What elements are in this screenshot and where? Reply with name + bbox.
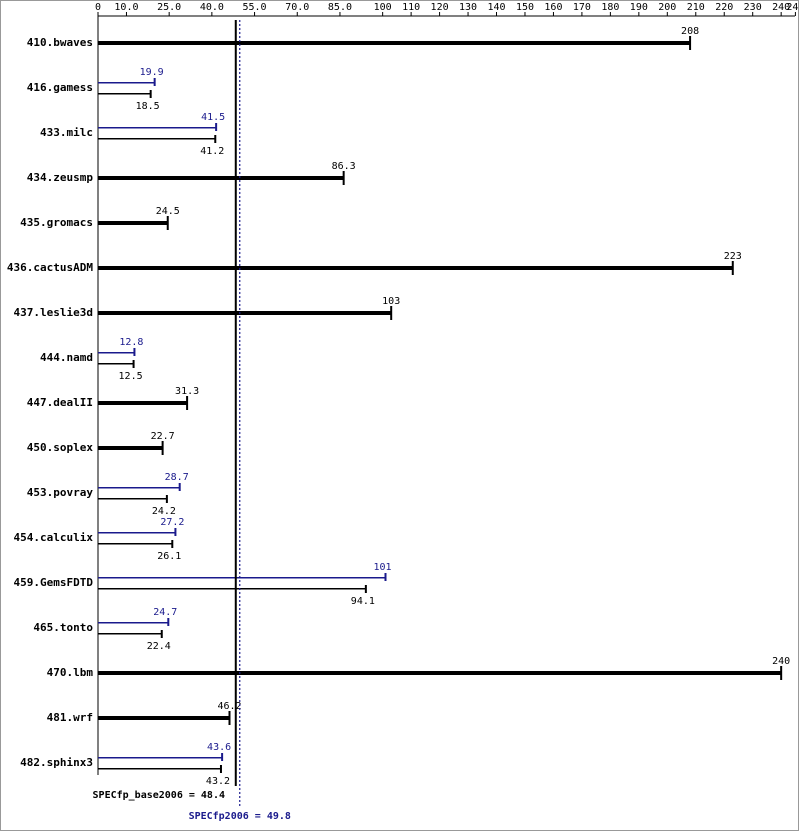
value-label: 41.2 — [200, 146, 224, 157]
value-label: 22.7 — [151, 431, 175, 442]
value-label: 31.3 — [175, 386, 199, 397]
peak-bar — [98, 757, 223, 759]
value-label: 24.5 — [156, 206, 180, 217]
reference-label: SPECfp_base2006 = 48.4 — [93, 790, 225, 801]
value-label: 41.5 — [201, 112, 225, 123]
bar — [98, 716, 230, 720]
category-label: 465.tonto — [33, 621, 93, 634]
x-tick-label: 10.0 — [114, 2, 138, 13]
base-bar — [98, 138, 216, 140]
category-label: 434.zeusmp — [27, 171, 94, 184]
x-tick-label: 70.0 — [285, 2, 309, 13]
category-label: 459.GemsFDTD — [14, 576, 94, 589]
x-tick-label: 140 — [487, 2, 505, 13]
x-tick-label: 200 — [658, 2, 676, 13]
value-label: 19.9 — [140, 67, 164, 78]
value-label: 12.8 — [119, 337, 143, 348]
category-label: 436.cactusADM — [7, 261, 93, 274]
value-label: 208 — [681, 26, 699, 37]
x-tick-label: 110 — [402, 2, 420, 13]
value-label: 240 — [772, 656, 790, 667]
base-bar — [98, 93, 151, 95]
bar — [98, 221, 168, 225]
value-label: 18.5 — [136, 101, 160, 112]
category-label: 416.gamess — [27, 81, 93, 94]
value-label: 12.5 — [119, 371, 143, 382]
category-label: 470.lbm — [47, 666, 94, 679]
x-tick-label: 100 — [374, 2, 392, 13]
category-label: 482.sphinx3 — [20, 756, 93, 769]
bar — [98, 311, 392, 315]
value-label: 101 — [373, 562, 391, 573]
value-label: 223 — [724, 251, 742, 262]
x-tick-label: 245 — [786, 2, 799, 13]
x-tick-label: 210 — [687, 2, 705, 13]
peak-bar — [98, 487, 180, 489]
x-tick-label: 85.0 — [328, 2, 352, 13]
category-label: 435.gromacs — [20, 216, 93, 229]
value-label: 24.2 — [152, 506, 176, 517]
value-label: 27.2 — [160, 517, 184, 528]
x-tick-label: 230 — [744, 2, 762, 13]
value-label: 24.7 — [153, 607, 177, 618]
x-tick-label: 190 — [630, 2, 648, 13]
category-label: 410.bwaves — [27, 36, 93, 49]
peak-bar — [98, 622, 169, 624]
bar — [98, 266, 733, 270]
base-bar — [98, 543, 173, 545]
x-tick-label: 240 — [772, 2, 790, 13]
category-label: 453.povray — [27, 486, 94, 499]
x-tick-label: 150 — [516, 2, 534, 13]
peak-bar — [98, 352, 135, 354]
value-label: 22.4 — [147, 641, 171, 652]
bar — [98, 41, 691, 45]
category-label: 450.soplex — [27, 441, 94, 454]
x-tick-label: 130 — [459, 2, 477, 13]
peak-bar — [98, 82, 155, 84]
value-label: 103 — [382, 296, 400, 307]
value-label: 43.6 — [207, 742, 231, 753]
category-label: 433.milc — [40, 126, 93, 139]
bar — [98, 176, 344, 180]
peak-bar — [98, 577, 386, 579]
base-bar — [98, 768, 221, 770]
base-bar — [98, 363, 134, 365]
x-tick-label: 170 — [573, 2, 591, 13]
x-tick-label: 25.0 — [157, 2, 181, 13]
peak-bar — [98, 532, 176, 534]
category-label: 437.leslie3d — [14, 306, 93, 319]
x-tick-label: 120 — [431, 2, 449, 13]
x-tick-label: 0 — [95, 2, 101, 13]
category-label: 447.dealII — [27, 396, 93, 409]
peak-bar — [98, 127, 217, 129]
x-tick-label: 180 — [601, 2, 619, 13]
bar — [98, 446, 163, 450]
category-label: 444.namd — [40, 351, 93, 364]
base-bar — [98, 633, 162, 635]
reference-label: SPECfp2006 = 49.8 — [189, 811, 291, 822]
x-tick-label: 40.0 — [200, 2, 224, 13]
x-tick-label: 55.0 — [243, 2, 267, 13]
value-label: 86.3 — [332, 161, 356, 172]
base-bar — [98, 588, 366, 590]
value-label: 43.2 — [206, 776, 230, 787]
value-label: 46.2 — [217, 701, 241, 712]
value-label: 94.1 — [351, 596, 375, 607]
x-tick-label: 160 — [544, 2, 562, 13]
base-bar — [98, 498, 167, 500]
x-tick-label: 220 — [715, 2, 733, 13]
value-label: 26.1 — [157, 551, 181, 562]
bar — [98, 401, 188, 405]
bar — [98, 671, 782, 675]
category-label: 481.wrf — [47, 711, 93, 724]
value-label: 28.7 — [165, 472, 189, 483]
category-label: 454.calculix — [14, 531, 94, 544]
